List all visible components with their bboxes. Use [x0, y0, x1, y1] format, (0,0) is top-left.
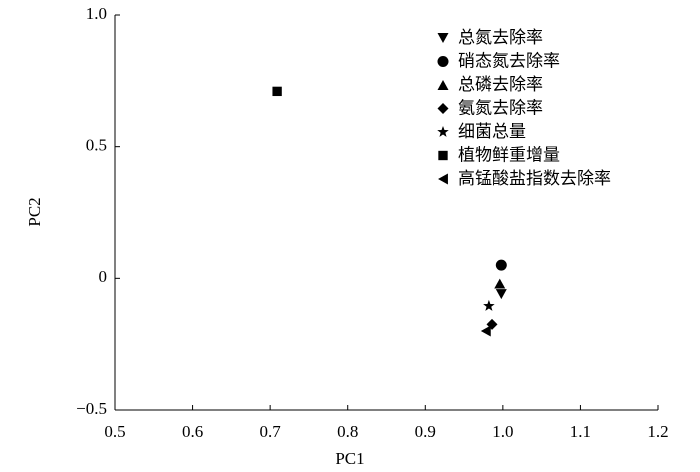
data-point: [495, 289, 507, 300]
data-point: [495, 259, 507, 271]
y-tick-label: 1.0: [86, 4, 107, 23]
legend-label: 总磷去除率: [458, 75, 543, 95]
x-tick-label: 0.6: [182, 422, 203, 441]
x-tick-label: 0.5: [104, 422, 125, 441]
legend-marker: [437, 80, 449, 90]
data-point: [494, 278, 506, 289]
legend-marker: [437, 56, 449, 68]
x-tick-label: 1.0: [492, 422, 513, 441]
data-point: [272, 86, 282, 97]
legend-marker: [438, 173, 448, 185]
x-tick-label: 0.8: [337, 422, 358, 441]
x-axis-label: PC1: [335, 449, 364, 468]
legend-label: 氨氮去除率: [458, 99, 543, 119]
x-tick-label: 1.1: [570, 422, 591, 441]
x-tick-label: 0.9: [415, 422, 436, 441]
y-axis-label: PC2: [25, 197, 44, 226]
y-tick-label: 0.5: [86, 136, 107, 155]
legend-label: 细菌总量: [458, 122, 526, 142]
legend-marker: [437, 33, 449, 43]
y-tick-label: −0.5: [76, 399, 107, 418]
legend-label: 高锰酸盐指数去除率: [458, 169, 611, 189]
y-tick-label: 0: [99, 267, 108, 286]
legend-marker: [437, 125, 449, 137]
x-tick-label: 1.2: [647, 422, 668, 441]
data-point: [483, 299, 495, 311]
legend-marker: [438, 150, 448, 161]
legend-marker: [437, 103, 449, 114]
legend-label: 植物鲜重增量: [458, 146, 560, 166]
legend-label: 硝态氮去除率: [458, 52, 560, 72]
x-tick-label: 0.7: [260, 422, 282, 441]
legend-label: 总氮去除率: [458, 28, 543, 48]
data-point: [480, 325, 491, 337]
